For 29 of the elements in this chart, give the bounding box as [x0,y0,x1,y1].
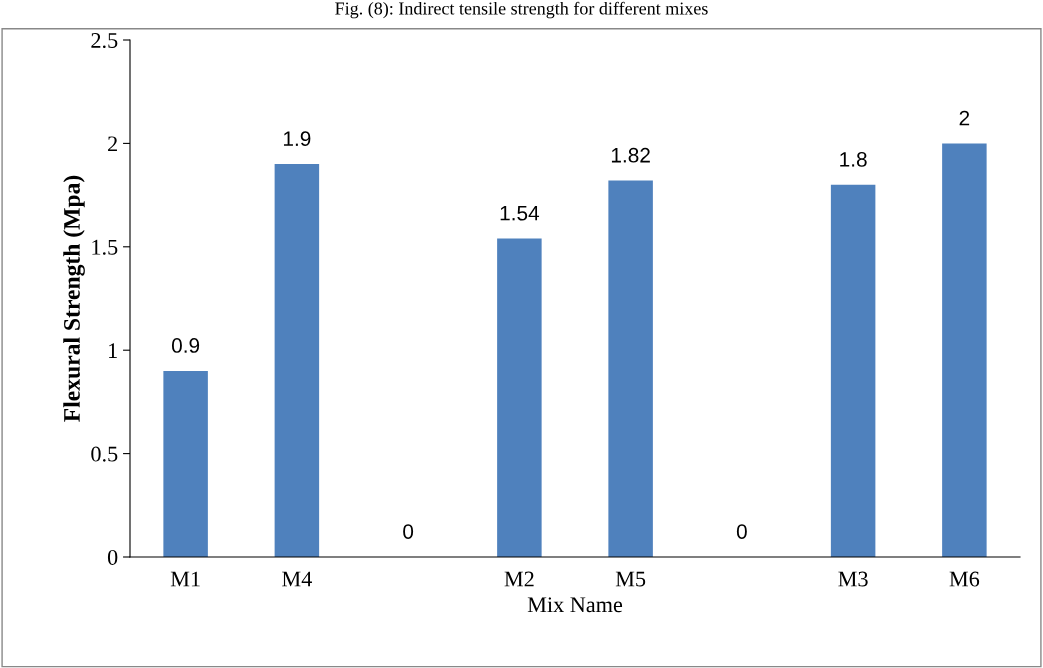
bar [497,238,542,557]
bar [163,370,208,557]
data-label: 0 [403,524,414,539]
bar [274,164,320,557]
chart-title: Fig. (8): Indirect tensile strength for different mixes [335,1,708,19]
x-tick-label: M4 [282,571,312,587]
x-tick-label: M1 [170,571,200,587]
y-tick-label: 2 [108,136,117,152]
x-tick-label: M5 [615,571,646,587]
data-label: 0.9 [171,338,200,353]
bar [608,180,653,557]
y-tick-label: 1 [109,343,117,358]
x-tick-label: M6 [949,571,980,587]
y-axis-title: Flexural Strength (Mpa) [63,175,85,422]
x-tick-label: M3 [838,571,868,587]
x-axis-title: Mix Name [527,597,623,613]
y-tick-label: 0.5 [91,446,118,462]
bar [830,184,876,557]
x-tick-label: M2 [504,571,534,587]
data-label: 1.9 [283,131,311,147]
data-label: 2 [959,110,970,126]
y-tick-label: 1.5 [92,239,118,255]
data-label: 1.54 [500,205,540,221]
data-label: 0 [736,524,747,539]
data-label: 1.8 [840,152,867,167]
y-tick-label: 2.5 [91,32,118,49]
y-tick-label: 0 [107,549,118,565]
bar [942,143,987,557]
data-label: 1.82 [611,147,650,163]
